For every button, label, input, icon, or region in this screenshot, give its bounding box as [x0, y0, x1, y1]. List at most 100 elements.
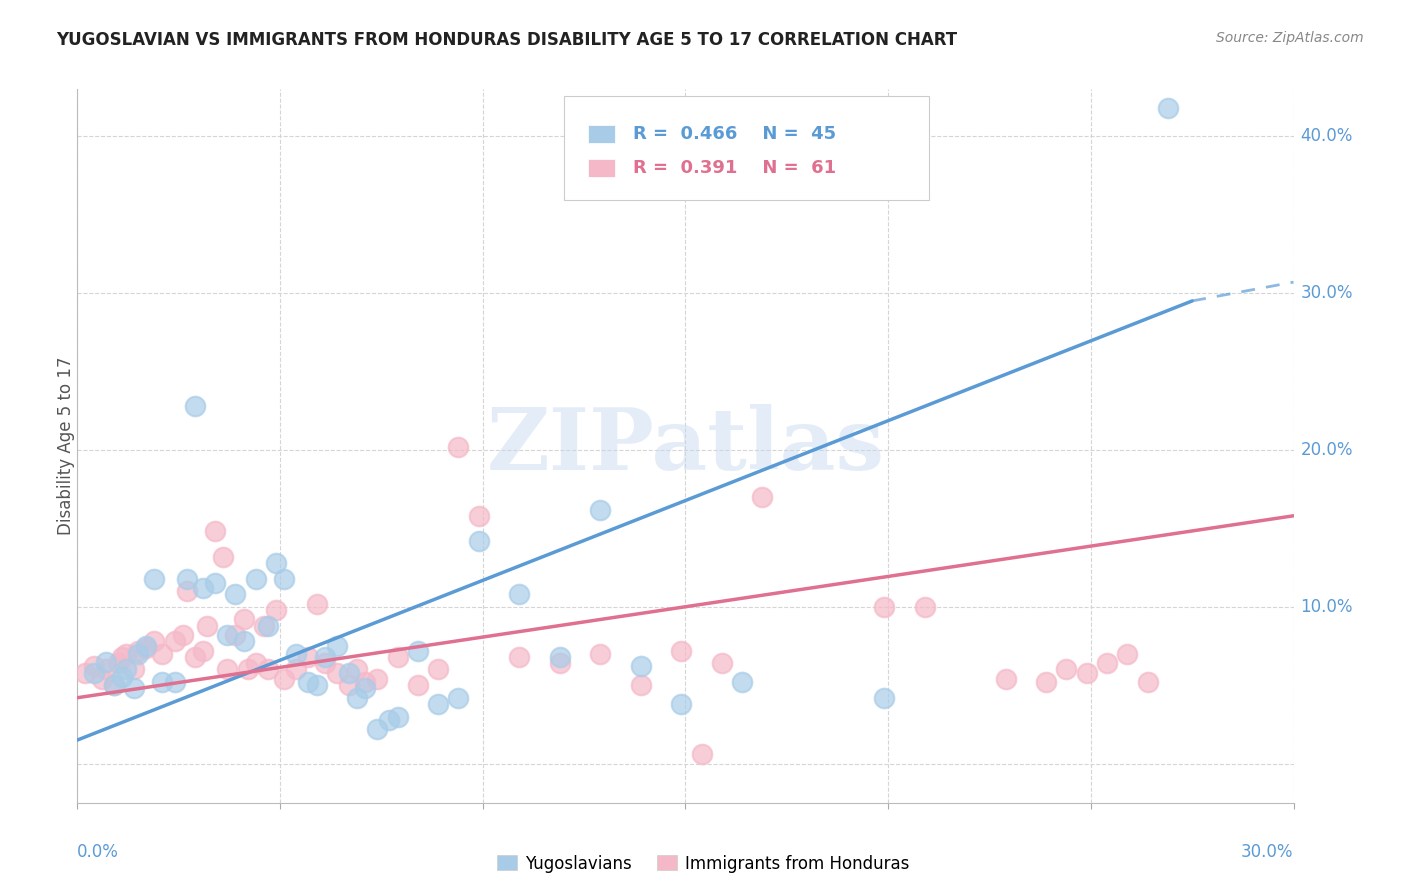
Point: [273, 572, 295, 586]
Point: [297, 675, 319, 690]
Point: [508, 649, 530, 664]
Point: [354, 681, 377, 696]
Point: [204, 576, 226, 591]
Text: 30.0%: 30.0%: [1301, 284, 1353, 302]
Point: [751, 490, 773, 504]
Point: [135, 640, 157, 655]
Point: [1095, 657, 1118, 671]
Text: 10.0%: 10.0%: [1301, 598, 1353, 615]
Point: [346, 663, 368, 677]
Point: [176, 584, 198, 599]
Point: [273, 672, 295, 686]
Point: [245, 657, 267, 671]
Legend: Yugoslavians, Immigrants from Honduras: Yugoslavians, Immigrants from Honduras: [489, 848, 917, 880]
Point: [127, 647, 149, 661]
Point: [630, 659, 652, 673]
Point: [387, 649, 409, 664]
Point: [184, 649, 207, 664]
Point: [143, 572, 166, 586]
Point: [83, 665, 105, 680]
Point: [305, 597, 328, 611]
Point: [326, 639, 349, 653]
Point: [257, 618, 280, 632]
Point: [366, 672, 388, 686]
Point: [589, 647, 612, 661]
Text: 40.0%: 40.0%: [1301, 128, 1353, 145]
Point: [253, 618, 276, 632]
Point: [731, 675, 754, 690]
Point: [314, 649, 336, 664]
Point: [107, 657, 129, 671]
Text: YUGOSLAVIAN VS IMMIGRANTS FROM HONDURAS DISABILITY AGE 5 TO 17 CORRELATION CHART: YUGOSLAVIAN VS IMMIGRANTS FROM HONDURAS …: [56, 31, 957, 49]
Point: [671, 697, 693, 711]
Point: [217, 663, 239, 677]
Point: [1136, 675, 1159, 690]
Point: [94, 655, 117, 669]
Text: 20.0%: 20.0%: [1301, 441, 1353, 458]
Point: [176, 572, 198, 586]
Y-axis label: Disability Age 5 to 17: Disability Age 5 to 17: [58, 357, 75, 535]
Point: [172, 628, 194, 642]
Point: [406, 678, 429, 692]
Point: [217, 628, 239, 642]
Point: [346, 690, 368, 705]
Point: [122, 663, 145, 677]
Point: [366, 722, 388, 736]
Point: [232, 634, 254, 648]
Point: [115, 663, 138, 677]
Point: [406, 643, 429, 657]
Point: [212, 549, 235, 564]
Point: [264, 603, 287, 617]
Point: [467, 508, 489, 523]
Point: [710, 657, 733, 671]
Point: [111, 649, 134, 664]
Bar: [588, 125, 616, 143]
Point: [191, 643, 214, 657]
Point: [994, 672, 1017, 686]
Point: [914, 599, 936, 614]
Point: [83, 659, 105, 673]
FancyBboxPatch shape: [564, 96, 929, 200]
Point: [589, 502, 612, 516]
Point: [508, 587, 530, 601]
Point: [204, 524, 226, 539]
Text: 0.0%: 0.0%: [77, 843, 120, 861]
Text: Source: ZipAtlas.com: Source: ZipAtlas.com: [1216, 31, 1364, 45]
Point: [548, 657, 571, 671]
Point: [115, 647, 138, 661]
Point: [387, 709, 409, 723]
Point: [184, 399, 207, 413]
Point: [264, 556, 287, 570]
Point: [90, 672, 112, 686]
Point: [1076, 665, 1098, 680]
Point: [224, 587, 246, 601]
Point: [285, 647, 308, 661]
Point: [152, 675, 174, 690]
Point: [427, 663, 450, 677]
Point: [236, 663, 259, 677]
Point: [103, 678, 125, 692]
Point: [135, 639, 157, 653]
Bar: [588, 159, 616, 177]
Point: [447, 440, 470, 454]
Point: [1157, 101, 1180, 115]
Point: [354, 675, 377, 690]
Point: [690, 747, 713, 761]
Point: [548, 649, 571, 664]
Point: [94, 663, 117, 677]
Point: [285, 663, 308, 677]
Point: [305, 678, 328, 692]
Point: [630, 678, 652, 692]
Point: [337, 665, 360, 680]
Point: [111, 670, 134, 684]
Point: [191, 581, 214, 595]
Point: [326, 665, 349, 680]
Text: R =  0.466    N =  45: R = 0.466 N = 45: [633, 125, 837, 143]
Text: ZIPatlas: ZIPatlas: [486, 404, 884, 488]
Point: [232, 612, 254, 626]
Point: [1116, 647, 1139, 661]
Point: [152, 647, 174, 661]
Point: [427, 697, 450, 711]
Point: [75, 665, 97, 680]
Point: [143, 634, 166, 648]
